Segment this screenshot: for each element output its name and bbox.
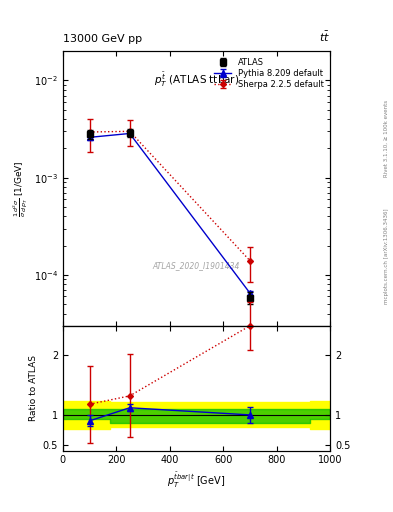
Text: $p_T^{\bar{t}}$ (ATLAS ttbar): $p_T^{\bar{t}}$ (ATLAS ttbar) — [154, 71, 239, 89]
Y-axis label: Ratio to ATLAS: Ratio to ATLAS — [29, 355, 39, 421]
Text: 13000 GeV pp: 13000 GeV pp — [63, 33, 142, 44]
Text: ATLAS_2020_I1901434: ATLAS_2020_I1901434 — [153, 261, 240, 270]
X-axis label: $p^{\bar{t}bar|t}_{T}$ [GeV]: $p^{\bar{t}bar|t}_{T}$ [GeV] — [167, 470, 226, 489]
Text: mcplots.cern.ch [arXiv:1306.3436]: mcplots.cern.ch [arXiv:1306.3436] — [384, 208, 389, 304]
Text: $t\bar{t}$: $t\bar{t}$ — [319, 29, 330, 44]
Legend: ATLAS, Pythia 8.209 default, Sherpa 2.2.5 default: ATLAS, Pythia 8.209 default, Sherpa 2.2.… — [212, 55, 326, 92]
Y-axis label: $\frac{1}{\sigma}\frac{d^2\sigma}{d\, p_T}$ [1/GeV]: $\frac{1}{\sigma}\frac{d^2\sigma}{d\, p_… — [11, 160, 29, 217]
Text: Rivet 3.1.10, ≥ 100k events: Rivet 3.1.10, ≥ 100k events — [384, 100, 389, 177]
